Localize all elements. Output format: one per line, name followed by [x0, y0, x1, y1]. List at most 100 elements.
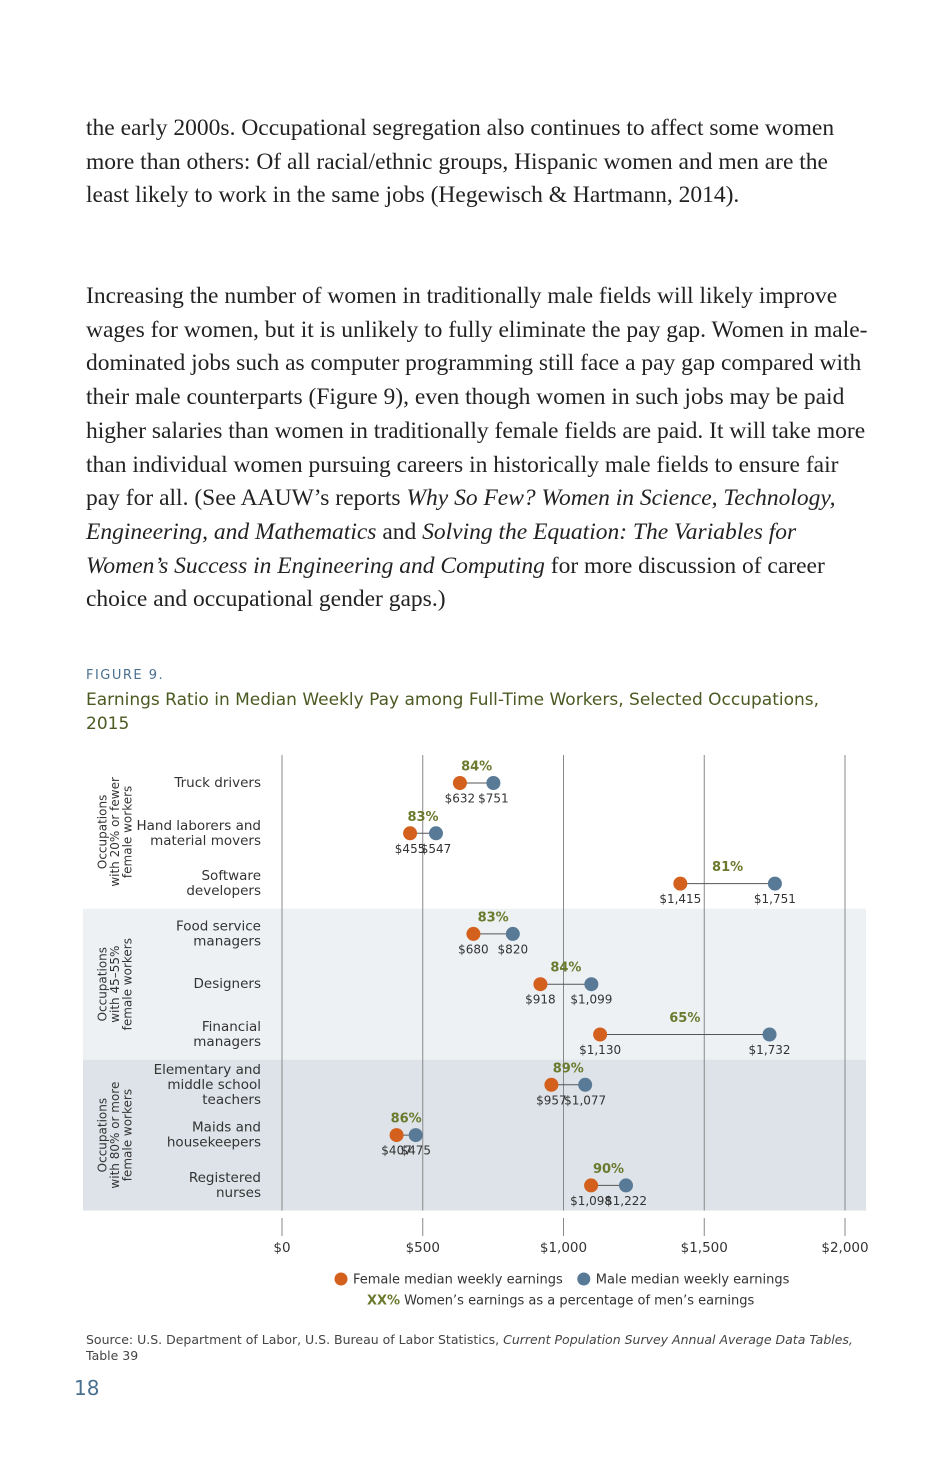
dot — [403, 826, 418, 841]
value-label: $1,751 — [754, 892, 796, 906]
value-label: $632 — [445, 792, 476, 806]
dot — [762, 1027, 777, 1042]
group-band — [83, 1059, 866, 1211]
value-label: $751 — [478, 792, 509, 806]
category-label: Financial — [202, 1019, 261, 1035]
dot — [618, 1178, 633, 1193]
legend-swatch — [577, 1272, 591, 1286]
value-label: $957 — [536, 1093, 567, 1107]
category-label: Registered — [189, 1170, 261, 1186]
category-label: Maids and — [192, 1120, 261, 1136]
legend-key: XX% — [367, 1294, 400, 1309]
dot — [505, 926, 520, 941]
ratio-label: 83% — [407, 810, 438, 825]
legend-note: Women’s earnings as a percentage of men’… — [404, 1294, 754, 1309]
value-label: $455 — [395, 842, 426, 856]
dot — [578, 1077, 593, 1092]
dot — [593, 1027, 608, 1042]
dot — [673, 876, 688, 891]
value-label: $1,130 — [579, 1043, 621, 1057]
text-run: for more discussion of career choice and… — [86, 552, 825, 613]
dot — [486, 776, 501, 790]
group-label: Occupations — [96, 795, 110, 869]
x-tick-label: $0 — [273, 1240, 290, 1256]
value-label: $1,222 — [605, 1194, 647, 1208]
group-label: Occupations — [96, 1098, 110, 1172]
value-label: $820 — [498, 942, 529, 956]
ratio-label: 86% — [391, 1112, 422, 1127]
text-run: Increasing the number of women in tradit… — [86, 283, 868, 512]
category-label: Designers — [194, 976, 262, 992]
figure-title: Earnings Ratio in Median Weekly Pay amon… — [86, 690, 820, 734]
legend-swatch — [334, 1272, 348, 1286]
dot — [452, 776, 467, 790]
ratio-label: 84% — [550, 961, 581, 976]
ratio-label: 81% — [712, 860, 743, 875]
page-number: 18 — [74, 1376, 100, 1400]
value-label: $1,732 — [749, 1043, 791, 1057]
x-tick-label: $1,500 — [681, 1240, 728, 1256]
legend-label: Female median weekly earnings — [353, 1273, 563, 1288]
ratio-label: 84% — [461, 760, 492, 775]
source-run: Table 39 — [86, 1348, 139, 1363]
dot — [584, 1178, 599, 1193]
category-label: material movers — [150, 833, 261, 849]
group-label: with 20% or fewer — [108, 777, 122, 887]
figure-label: FIGURE 9. — [86, 668, 165, 683]
source: Source: U.S. Department of Labor, U.S. B… — [86, 1332, 866, 1364]
text-run: Solving the Equation: The Variables for … — [86, 518, 797, 579]
dot — [533, 977, 548, 992]
category-label: Software — [201, 868, 261, 884]
group-label: with 45–55% — [108, 946, 122, 1023]
value-label: $1,099 — [570, 993, 612, 1007]
ratio-label: 83% — [478, 910, 509, 925]
source-run: Source: U.S. Department of Labor, U.S. B… — [86, 1332, 504, 1347]
group-label: with 80% or more — [108, 1082, 122, 1189]
value-label: $1,098 — [570, 1194, 612, 1208]
ratio-label: 65% — [669, 1011, 700, 1026]
value-label: $1,077 — [564, 1093, 606, 1107]
dot — [428, 826, 443, 841]
value-label: $680 — [458, 942, 489, 956]
source-run: Current Population Survey Annual Average… — [503, 1332, 853, 1347]
x-tick-label: $1,000 — [540, 1240, 587, 1256]
x-tick-label: $500 — [406, 1240, 440, 1256]
dot — [466, 926, 481, 941]
category-label: Elementary and — [154, 1062, 261, 1078]
dot — [408, 1128, 423, 1143]
dot — [544, 1077, 559, 1092]
dot — [389, 1128, 404, 1143]
value-label: $1,415 — [659, 892, 701, 906]
text-run: and — [376, 518, 423, 545]
text-run: Why So Few? Women in Science, Technology… — [86, 485, 836, 545]
category-label: developers — [186, 883, 261, 899]
ratio-label: 90% — [593, 1162, 624, 1177]
value-label: $407 — [381, 1144, 412, 1158]
legend-label: Male median weekly earnings — [596, 1273, 790, 1288]
text-run: the early 2000s. Occupational segregatio… — [86, 115, 835, 209]
category-label: Truck drivers — [173, 775, 261, 791]
group-label: female workers — [121, 938, 135, 1030]
category-label: teachers — [202, 1092, 261, 1108]
group-label: Occupations — [96, 947, 110, 1021]
value-label: $918 — [525, 993, 556, 1007]
category-label: housekeepers — [167, 1135, 261, 1151]
category-label: Hand laborers and — [136, 818, 261, 834]
paragraph: the early 2000s. Occupational segregatio… — [86, 112, 876, 213]
ratio-label: 89% — [553, 1061, 584, 1076]
paragraph: Increasing the number of women in tradit… — [86, 280, 876, 617]
value-label: $547 — [421, 842, 452, 856]
category-label: managers — [193, 933, 261, 949]
x-tick-label: $2,000 — [821, 1240, 868, 1256]
category-label: middle school — [167, 1077, 261, 1093]
category-label: managers — [193, 1034, 261, 1050]
group-label: female workers — [121, 1089, 135, 1181]
dot — [767, 876, 782, 891]
value-label: $475 — [400, 1144, 431, 1158]
category-label: nurses — [216, 1185, 261, 1201]
category-label: Food service — [176, 918, 261, 934]
group-label: female workers — [121, 786, 135, 878]
dot — [584, 977, 599, 992]
